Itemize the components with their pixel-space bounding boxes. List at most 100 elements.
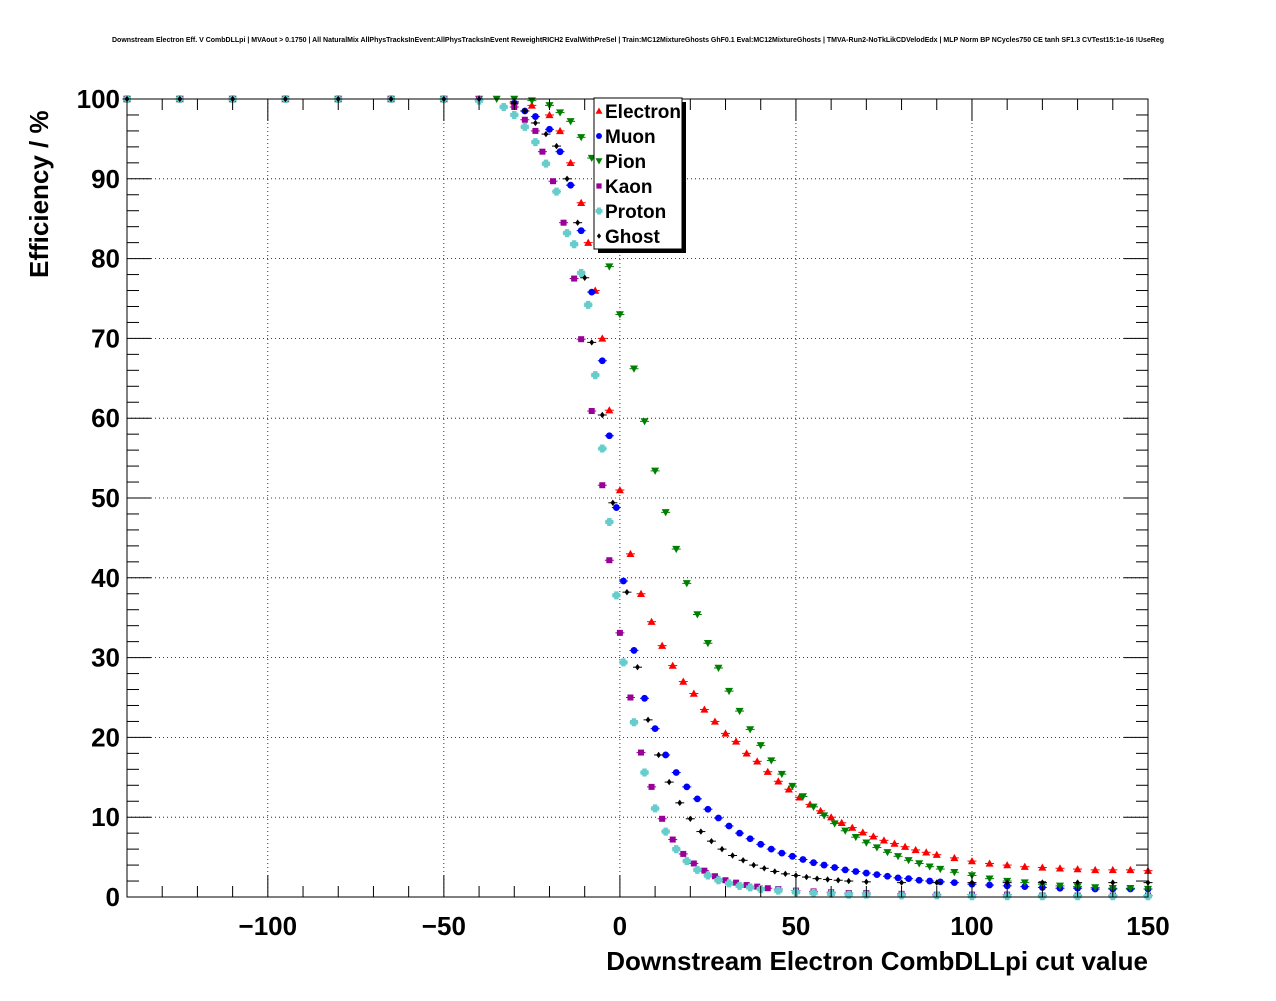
data-point [1003,861,1012,869]
data-point [605,432,613,440]
data-point [700,705,709,713]
data-point [637,589,646,597]
data-point [1020,862,1029,870]
data-point [904,857,913,865]
data-point [651,725,659,733]
data-point [763,767,772,775]
data-point [936,865,945,874]
data-point [571,275,578,282]
y-tick-label: 30 [91,643,120,673]
data-point [820,812,829,820]
data-point [640,768,649,777]
legend-label: Electron [605,102,681,123]
data-point [901,842,910,850]
data-point [629,365,638,373]
data-point [584,238,593,246]
data-point [835,877,841,884]
data-point [556,148,564,156]
data-point [798,793,807,801]
data-point [1039,879,1045,886]
data-point [1055,864,1064,872]
data-point [522,107,528,115]
data-point [848,823,857,831]
data-point [682,580,691,588]
data-point [531,138,540,147]
data-point [693,865,702,874]
data-point [711,873,718,880]
data-point [539,148,546,155]
data-point [721,729,730,737]
data-point [725,687,734,696]
data-point [753,757,762,765]
data-point [767,845,775,853]
data-point [915,876,923,884]
data-point [682,857,691,866]
data-point [612,591,621,600]
data-point [680,850,687,857]
y-tick-label: 60 [91,403,120,433]
data-point [1110,879,1116,886]
data-point [647,617,656,625]
data-point [577,198,586,206]
data-point [545,110,554,119]
data-point [725,822,733,830]
data-point [610,499,616,506]
data-point [703,640,712,648]
data-point [735,707,744,716]
data-point [1091,865,1100,874]
data-point [863,878,869,886]
data-point [672,845,681,854]
data-point [693,611,702,619]
data-point [761,865,767,872]
data-point [767,757,776,765]
data-point [566,118,575,126]
data-point [730,852,735,859]
data-point [689,689,698,697]
data-point [591,371,600,380]
data-point [816,806,825,815]
data-point [915,860,924,868]
data-point [862,869,870,877]
data-point [925,863,934,871]
legend-marker [595,107,603,114]
data-point [831,864,839,871]
legend: Electron Muon Pion Kaon Proton Ghost [593,97,686,253]
data-point [570,240,579,249]
data-point [550,178,557,185]
data-point [810,859,817,867]
data-point [985,859,994,867]
y-tick-label: 70 [91,323,120,353]
data-point [640,418,649,426]
data-point [1073,865,1082,873]
data-point [751,861,757,869]
data-point [598,444,607,453]
data-point [599,482,606,489]
legend-label: Pion [605,152,646,173]
data-point [735,881,744,890]
y-tick-label: 20 [91,722,120,752]
data-point [626,549,635,558]
data-point [661,509,670,517]
data-point [746,726,755,734]
y-tick-label: 100 [77,84,120,114]
data-point [809,803,818,811]
data-point [577,134,586,142]
legend-marker [595,207,603,215]
data-point [883,849,892,857]
x-tick-label: 0 [613,911,627,941]
data-point [582,274,588,281]
data-point [926,877,934,885]
y-tick-label: 10 [91,802,120,832]
data-point [615,486,624,494]
data-point [510,110,519,119]
data-point [703,871,712,880]
data-point [733,879,740,886]
data-point [641,694,648,702]
x-tick-label: 100 [950,911,993,941]
data-point [575,219,581,226]
data-point [668,661,677,669]
data-point [588,288,596,296]
data-point [873,871,881,879]
data-point [852,868,860,875]
